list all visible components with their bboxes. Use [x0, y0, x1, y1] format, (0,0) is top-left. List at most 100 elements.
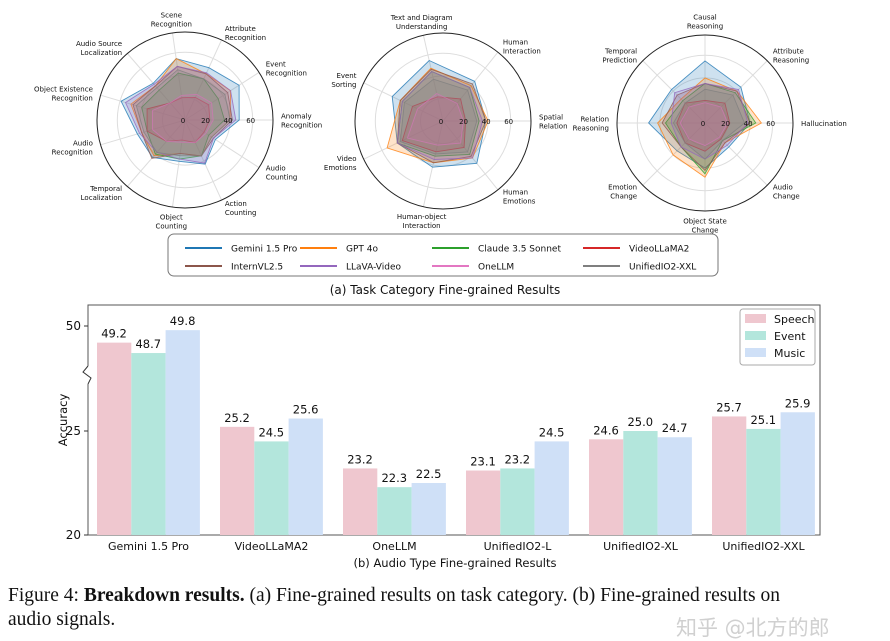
bar-value-label: 25.6 [293, 403, 319, 417]
subcaption-b: (b) Audio Type Fine-grained Results [354, 556, 557, 570]
radar-axis-label-line: Video [337, 155, 357, 163]
radar-axis-label-line: Prediction [602, 57, 637, 65]
radar-series-gemini-1-5-pro [120, 58, 240, 165]
radar-axis-label: Object Existence Recognition [34, 85, 93, 102]
legend-label: Claude 3.5 Sonnet [478, 245, 561, 255]
radar-axis-label-line: Spatial [539, 114, 563, 122]
subcaption-a: (a) Task Category Fine-grained Results [330, 283, 561, 297]
bar-value-label: 25.2 [224, 411, 250, 425]
radar-series-onellm [679, 102, 729, 147]
bar-music [165, 330, 200, 535]
x-tick-label: UnifiedIO2-XXL [722, 540, 805, 553]
radar-axis-label-line: Audio [73, 140, 93, 148]
radar-spoke [184, 72, 260, 121]
radar-axis-label: Relation Reasoning [573, 116, 609, 133]
radar-axis-label-line: Temporal [604, 48, 637, 56]
bar-music [657, 437, 692, 535]
radar-axis-label: Audio Recognition [52, 140, 93, 157]
bar-event [254, 441, 289, 535]
legend-label: LLaVA-Video [346, 263, 402, 273]
radar-outer-circle [96, 31, 274, 209]
radar-spoke [100, 94, 186, 121]
radar-series-onellm [406, 92, 464, 146]
legend-label: UnifiedIO2-XXL [629, 263, 696, 273]
radar-tick-label: 20 [201, 117, 210, 125]
legend-label: OneLLM [478, 263, 514, 273]
bar-speech [466, 470, 501, 535]
radar-outer-circle [616, 34, 794, 212]
bar-chart: 49.2 48.7 49.8 Gemini 1.5 Pro 25.2 24.5 25.6 Vi… [56, 304, 821, 570]
bar-speech [97, 342, 132, 535]
radar-spoke [422, 120, 444, 207]
radar-axis-label-line: Localization [81, 49, 122, 57]
bar-value-label: 23.2 [347, 452, 373, 466]
bar-value-label: 25.1 [750, 413, 776, 427]
radar-tick-label: 0 [701, 120, 705, 128]
radar-axis-label: Event Sorting [331, 72, 356, 89]
bar-value-label: 23.1 [470, 455, 496, 469]
bar-value-label: 25.9 [785, 396, 811, 410]
radar-axis-label-line: Object State [683, 218, 727, 226]
radar-axis-label-line: Interaction [503, 47, 541, 55]
x-tick-label: UnifiedIO2-L [484, 540, 553, 553]
radar-series-llava-video [670, 83, 749, 160]
radar-axis-label-line: Sorting [331, 81, 356, 89]
radar-series-videollama2 [676, 99, 731, 152]
radar-series-videollama2 [401, 96, 467, 153]
radar-tick-label: 40 [744, 120, 753, 128]
bar-value-label: 49.2 [101, 327, 127, 341]
bar-legend-label: Music [774, 347, 805, 360]
radar-axis-label: Object State Change [683, 218, 727, 235]
figure-caption-line2: audio signals. [8, 609, 116, 630]
axis-break-icon [82, 365, 92, 385]
radar-series-internvl2-5 [396, 68, 487, 164]
bar-music [780, 412, 815, 535]
radar-axis-label-line: Emotions [324, 164, 357, 172]
figure-caption-line1: Figure 4: Breakdown results. (a) Fine-gr… [8, 585, 780, 607]
radar-axis-label-line: Reasoning [573, 125, 609, 133]
radar-axis-label-line: Counting [266, 173, 298, 181]
radar-series-unifiedio2-xxl [399, 78, 478, 155]
radar-axis-label-line: Recognition [52, 94, 93, 102]
bar-event [623, 431, 658, 535]
bar-value-label: 25.7 [716, 400, 742, 414]
axis-break-gap [86, 366, 91, 384]
radar-axis-label-line: Relation [539, 123, 568, 131]
radar-axis-label-line: Recognition [266, 70, 307, 78]
radar-axis-label: Spatial Relation [539, 114, 568, 131]
radar-series-gpt-4o [657, 77, 763, 178]
bar-speech [343, 468, 378, 535]
radar-axis-label-line: Audio Source [76, 40, 122, 48]
bar-music [288, 418, 323, 535]
radar-axis-label-line: Scene [161, 11, 182, 19]
radar-tick-label: 60 [504, 118, 513, 126]
radar-axis-label-line: Human-object [397, 213, 447, 221]
radar-spoke [100, 119, 186, 146]
radar-tick-label: 0 [181, 117, 185, 125]
bar-legend-swatch [745, 348, 766, 357]
radar-axis-label-line: Change [692, 227, 719, 235]
radar-outer-circle [354, 32, 532, 210]
radar-axis-label-line: Reasoning [773, 57, 809, 65]
radar-tick-label: 40 [482, 118, 491, 126]
radar-tick-label: 60 [246, 117, 255, 125]
radar-axis-label: Anomaly Recognition [281, 113, 322, 130]
radar-axis-label-line: Event [336, 72, 356, 80]
radar-axis-label-line: Recognition [281, 122, 322, 130]
radar-axis-label: Human Interaction [503, 38, 541, 55]
radar-spoke [184, 119, 260, 168]
radar-axis-label-line: Temporal [89, 185, 122, 193]
radar-axis-label: Attribute Recognition [225, 25, 266, 42]
radar-axis-label: Temporal Localization [81, 185, 123, 202]
radar-series-unifiedio2-xxl [672, 88, 746, 160]
radar-axis-label-line: Audio [266, 164, 286, 172]
radar-axis-label-line: Interaction [403, 222, 441, 230]
radar-axis-label: Temporal Prediction [602, 48, 637, 65]
bar-value-label: 24.5 [258, 425, 284, 439]
bar-speech [220, 426, 255, 535]
radar-axis-label-line: Anomaly [281, 113, 312, 121]
bar-legend-swatch [745, 314, 766, 323]
